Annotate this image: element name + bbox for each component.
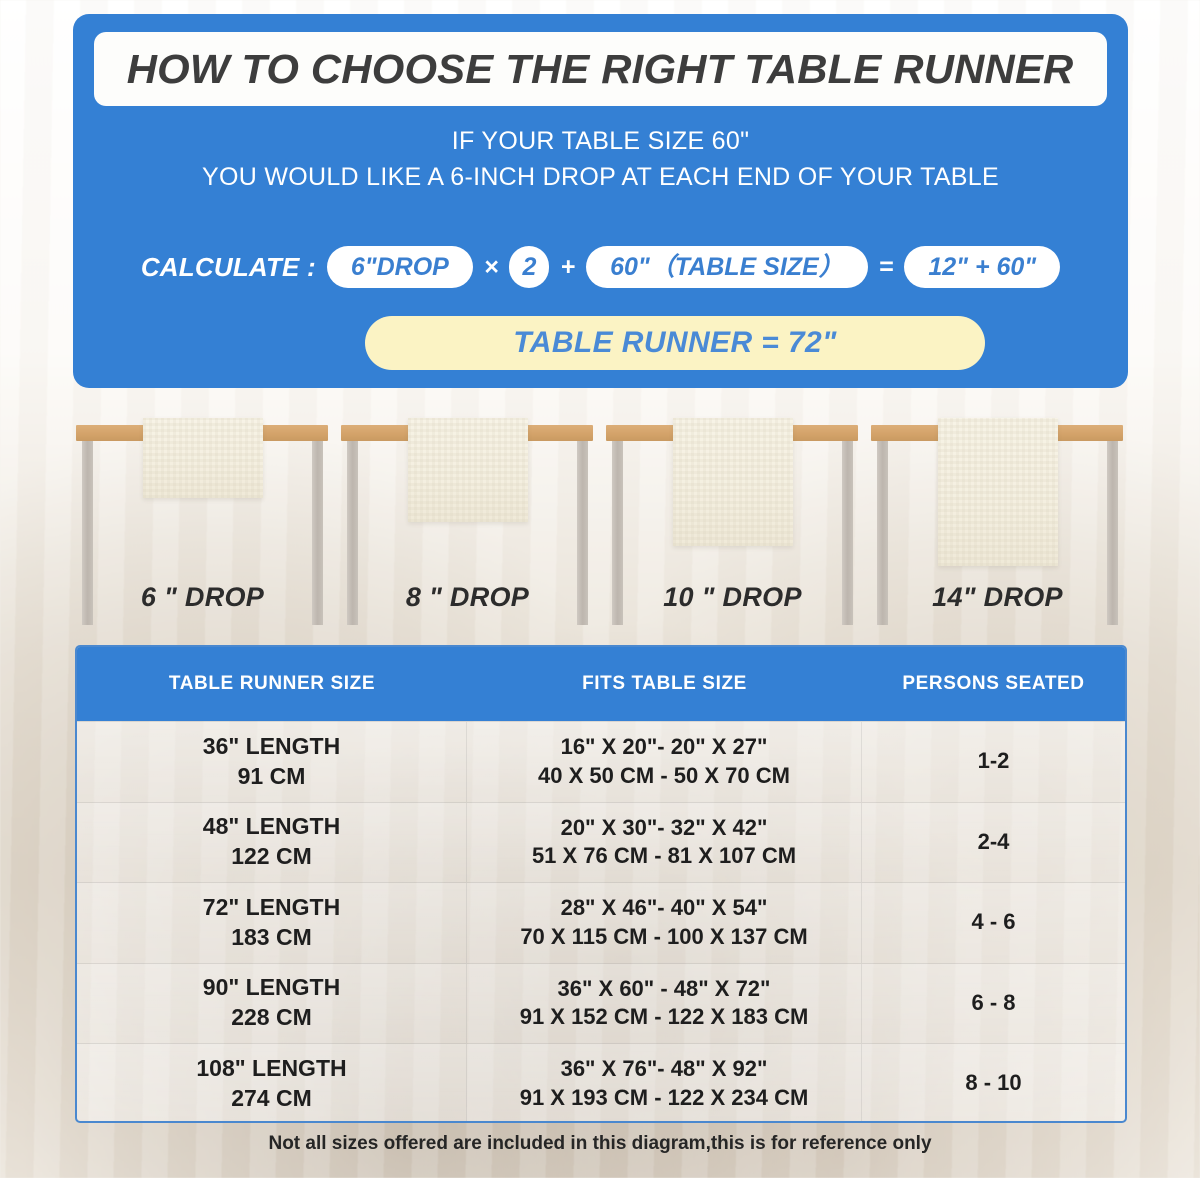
table-runner-icon	[672, 418, 793, 546]
table-header-row: TABLE RUNNER SIZE FITS TABLE SIZE PERSON…	[77, 647, 1125, 721]
persons-seated-value: 6 - 8	[971, 989, 1016, 1015]
runner-length-inches: 36" LENGTH	[202, 732, 341, 759]
table-leg-left-icon	[347, 441, 358, 625]
cell-runner-size: 90" LENGTH 228 CM	[77, 963, 467, 1043]
calculate-label: CALCULATE :	[140, 251, 316, 282]
drop-label: 6 " DROP	[140, 582, 265, 612]
cell-persons-seated: 2-4	[862, 803, 1125, 883]
runner-length-cm: 228 CM	[231, 1004, 312, 1031]
result-pill: TABLE RUNNER = 72"	[365, 316, 985, 370]
drop-illustration: 6 " DROP	[70, 418, 335, 625]
table-leg-right-icon	[577, 441, 588, 625]
fits-inches: 16" X 20"- 20" X 27"	[560, 734, 768, 760]
cell-persons-seated: 1-2	[862, 722, 1125, 802]
runner-length-inches: 108" LENGTH	[196, 1054, 347, 1081]
cell-fits-table-size: 36" X 60" - 48" X 72" 91 X 152 CM - 122 …	[467, 963, 862, 1043]
drop-illustration: 10 " DROP	[600, 418, 865, 625]
calculation-row: CALCULATE : 6"DROP × 2 + 60"（TABLE SIZE）…	[73, 246, 1128, 288]
table-row: 48" LENGTH 122 CM 20" X 30"- 32" X 42" 5…	[77, 801, 1125, 883]
column-header-persons-seated: PERSONS SEATED	[902, 673, 1085, 694]
table-runner-icon	[407, 418, 528, 522]
page-title: HOW TO CHOOSE THE RIGHT TABLE RUNNER	[127, 45, 1074, 92]
fits-cm: 91 X 152 CM - 122 X 183 CM	[519, 1004, 809, 1030]
plus-operator: +	[560, 252, 576, 281]
table-row: 36" LENGTH 91 CM 16" X 20"- 20" X 27" 40…	[77, 721, 1125, 802]
fits-cm: 40 X 50 CM - 50 X 70 CM	[538, 762, 790, 788]
table-runner-icon	[142, 418, 263, 498]
drop-value-pill: 6"DROP	[326, 246, 473, 288]
table-runner-icon	[937, 418, 1058, 566]
fits-cm: 70 X 115 CM - 100 X 137 CM	[520, 923, 808, 949]
cell-runner-size: 108" LENGTH 274 CM	[77, 1044, 467, 1121]
table-row: 72" LENGTH 183 CM 28" X 46"- 40" X 54" 7…	[77, 882, 1125, 963]
drop-label: 10 " DROP	[663, 582, 802, 612]
cell-fits-table-size: 28" X 46"- 40" X 54" 70 X 115 CM - 100 X…	[467, 883, 862, 963]
fits-inches: 20" X 30"- 32" X 42"	[560, 814, 768, 840]
runner-length-cm: 91 CM	[237, 762, 306, 789]
table-leg-left-icon	[612, 441, 623, 625]
table-size-pill: 60"（TABLE SIZE）	[586, 246, 868, 288]
title-plate: HOW TO CHOOSE THE RIGHT TABLE RUNNER	[94, 32, 1107, 106]
multiply-operator: ×	[483, 252, 499, 281]
cell-fits-table-size: 16" X 20"- 20" X 27" 40 X 50 CM - 50 X 7…	[467, 722, 862, 802]
multiplier-pill: 2	[509, 246, 550, 288]
cell-runner-size: 36" LENGTH 91 CM	[77, 722, 467, 802]
cell-persons-seated: 8 - 10	[862, 1044, 1125, 1121]
size-table: TABLE RUNNER SIZE FITS TABLE SIZE PERSON…	[75, 645, 1127, 1123]
table-leg-right-icon	[312, 441, 323, 625]
drop-illustrations: 6 " DROP 8 " DROP 10 " DROP 14" DROP	[70, 418, 1132, 625]
drop-illustration: 8 " DROP	[335, 418, 600, 625]
cell-persons-seated: 4 - 6	[862, 883, 1125, 963]
persons-seated-value: 2-4	[977, 828, 1010, 854]
table-leg-right-icon	[1107, 441, 1118, 625]
fits-cm: 51 X 76 CM - 81 X 107 CM	[531, 843, 797, 869]
runner-length-cm: 122 CM	[231, 843, 312, 870]
subtitle-block: IF YOUR TABLE SIZE 60" YOU WOULD LIKE A …	[73, 124, 1128, 195]
column-header-fits-table-size: FITS TABLE SIZE	[582, 673, 747, 694]
cell-persons-seated: 6 - 8	[862, 964, 1125, 1044]
fits-inches: 28" X 46"- 40" X 54"	[560, 895, 768, 921]
table-row: 90" LENGTH 228 CM 36" X 60" - 48" X 72" …	[77, 962, 1125, 1044]
fits-inches: 36" X 60" - 48" X 72"	[557, 975, 771, 1001]
fits-cm: 91 X 193 CM - 122 X 234 CM	[519, 1084, 809, 1110]
cell-fits-table-size: 36" X 76"- 48" X 92" 91 X 193 CM - 122 X…	[467, 1044, 862, 1121]
table-row: 108" LENGTH 274 CM 36" X 76"- 48" X 92" …	[77, 1043, 1125, 1121]
hero-panel: HOW TO CHOOSE THE RIGHT TABLE RUNNER IF …	[73, 14, 1128, 388]
runner-length-cm: 274 CM	[231, 1084, 312, 1111]
runner-length-inches: 90" LENGTH	[202, 974, 341, 1001]
runner-length-inches: 48" LENGTH	[202, 813, 341, 840]
persons-seated-value: 1-2	[977, 748, 1010, 774]
cell-runner-size: 72" LENGTH 183 CM	[77, 883, 467, 963]
equals-operator: =	[878, 252, 894, 281]
persons-seated-value: 4 - 6	[971, 909, 1016, 935]
drop-illustration: 14" DROP	[865, 418, 1130, 625]
column-header-runner-size: TABLE RUNNER SIZE	[168, 673, 376, 694]
persons-seated-value: 8 - 10	[965, 1070, 1022, 1096]
runner-length-cm: 183 CM	[231, 923, 312, 950]
table-leg-right-icon	[842, 441, 853, 625]
footnote: Not all sizes offered are included in th…	[268, 1133, 932, 1154]
subtitle-line-1: IF YOUR TABLE SIZE 60"	[451, 127, 750, 155]
runner-length-inches: 72" LENGTH	[202, 893, 341, 920]
fits-inches: 36" X 76"- 48" X 92"	[560, 1056, 768, 1082]
table-leg-left-icon	[82, 441, 93, 625]
drop-label: 8 " DROP	[405, 582, 530, 612]
cell-fits-table-size: 20" X 30"- 32" X 42" 51 X 76 CM - 81 X 1…	[467, 802, 862, 882]
sum-pill: 12" + 60"	[904, 246, 1061, 288]
drop-label: 14" DROP	[932, 582, 1063, 612]
table-leg-left-icon	[877, 441, 888, 625]
cell-runner-size: 48" LENGTH 122 CM	[77, 802, 467, 882]
subtitle-line-2: YOU WOULD LIKE A 6-INCH DROP AT EACH END…	[202, 162, 999, 191]
